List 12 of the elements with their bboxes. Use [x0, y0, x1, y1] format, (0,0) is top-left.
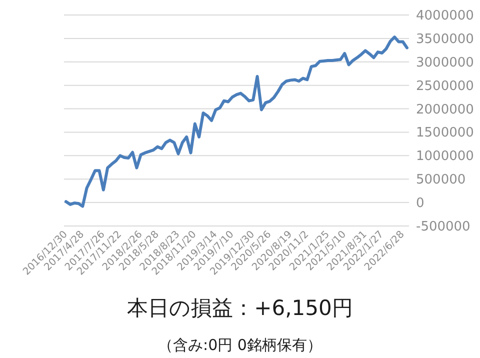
y-tick-label: 2000000: [416, 102, 474, 118]
y-tick-label: -500000: [416, 220, 470, 234]
y-tick-label: 2500000: [416, 78, 474, 94]
y-tick-label: 1000000: [416, 149, 474, 164]
y-tick-label: 4000000: [416, 8, 474, 24]
y-tick-label: 3500000: [416, 32, 474, 47]
y-tick-label: 3000000: [416, 55, 474, 70]
text: 本日の損益：+6,150円: [127, 296, 353, 320]
y-tick-label: 1500000: [416, 126, 474, 141]
y-tick-label: 0: [416, 196, 424, 212]
y-tick-label: 500000: [416, 172, 466, 188]
text: （含み:0円 0銘柄保有）: [158, 336, 322, 354]
